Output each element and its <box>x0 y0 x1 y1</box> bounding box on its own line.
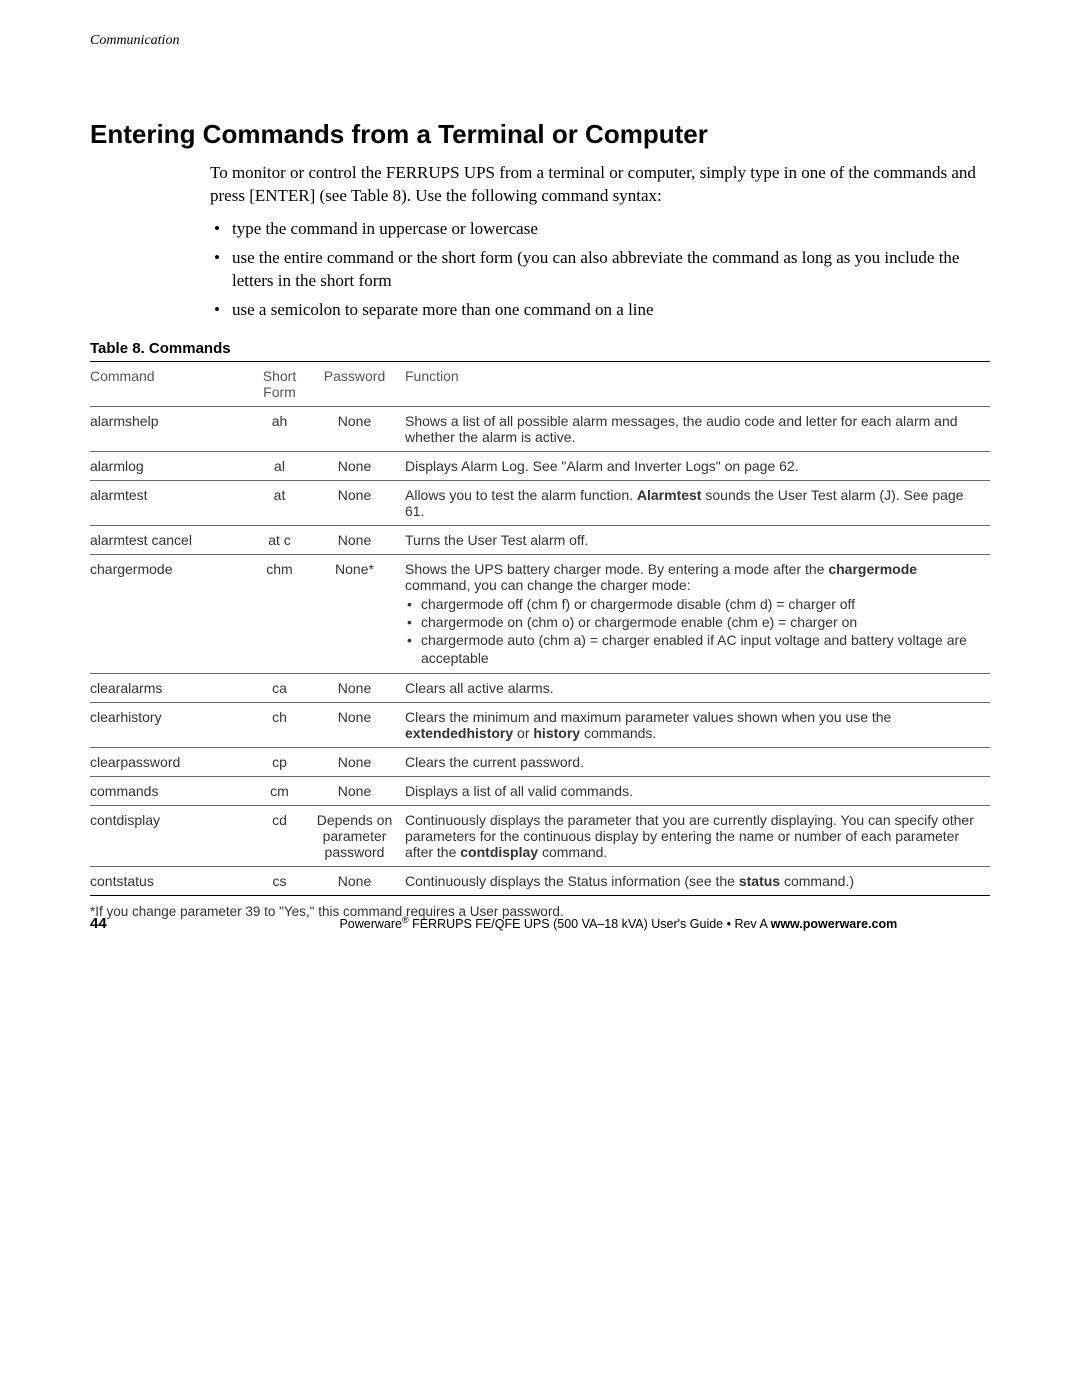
cell-short: at c <box>255 525 310 554</box>
cell-password: None <box>310 674 405 703</box>
cell-command: contdisplay <box>90 806 255 867</box>
cell-password: None <box>310 525 405 554</box>
section-title: Entering Commands from a Terminal or Com… <box>90 119 990 150</box>
intro-paragraph: To monitor or control the FERRUPS UPS fr… <box>210 162 990 208</box>
cell-command: alarmshelp <box>90 406 255 451</box>
cell-function: Displays a list of all valid commands. <box>405 777 990 806</box>
table-row: clearhistorychNoneClears the minimum and… <box>90 703 990 748</box>
cell-password: None <box>310 451 405 480</box>
cell-command: commands <box>90 777 255 806</box>
cell-short: ch <box>255 703 310 748</box>
cell-short: at <box>255 480 310 525</box>
cell-function: Shows a list of all possible alarm messa… <box>405 406 990 451</box>
cell-function: Clears all active alarms. <box>405 674 990 703</box>
cell-command: clearpassword <box>90 748 255 777</box>
footer-pre: Powerware <box>339 917 402 931</box>
table-header-row: Command Short Form Password Function <box>90 361 990 406</box>
cell-password: Depends on parameter password <box>310 806 405 867</box>
table-row: alarmshelpahNoneShows a list of all poss… <box>90 406 990 451</box>
col-command: Command <box>90 361 255 406</box>
col-function: Function <box>405 361 990 406</box>
cell-password: None <box>310 867 405 896</box>
cell-function: Allows you to test the alarm function. A… <box>405 480 990 525</box>
cell-function: Continuously displays the Status informa… <box>405 867 990 896</box>
table-row: clearalarmscaNoneClears all active alarm… <box>90 674 990 703</box>
table-row: contstatuscsNoneContinuously displays th… <box>90 867 990 896</box>
registered-symbol: ® <box>402 915 409 925</box>
table-row: alarmtestatNoneAllows you to test the al… <box>90 480 990 525</box>
commands-table: Command Short Form Password Function ala… <box>90 361 990 897</box>
cell-short: cm <box>255 777 310 806</box>
footer-mid: FERRUPS FE/QFE UPS (500 VA–18 kVA) User'… <box>409 917 771 931</box>
bullet-item: use a semicolon to separate more than on… <box>210 299 990 322</box>
cell-short: cd <box>255 806 310 867</box>
table-caption: Table 8. Commands <box>90 340 990 357</box>
cell-password: None <box>310 748 405 777</box>
cell-password: None <box>310 703 405 748</box>
function-subitem: chargermode on (chm o) or chargermode en… <box>405 613 984 631</box>
table-row: alarmlogalNoneDisplays Alarm Log. See "A… <box>90 451 990 480</box>
page-footer: 44 Powerware® FERRUPS FE/QFE UPS (500 VA… <box>90 915 990 932</box>
table-row: commandscmNoneDisplays a list of all val… <box>90 777 990 806</box>
page-number: 44 <box>90 915 107 932</box>
function-subitem: chargermode off (chm f) or chargermode d… <box>405 595 984 613</box>
cell-password: None* <box>310 554 405 674</box>
cell-command: chargermode <box>90 554 255 674</box>
bullet-item: use the entire command or the short form… <box>210 247 990 293</box>
cell-short: cs <box>255 867 310 896</box>
cell-password: None <box>310 406 405 451</box>
syntax-bullets: type the command in uppercase or lowerca… <box>210 218 990 322</box>
cell-command: clearalarms <box>90 674 255 703</box>
footer-url: www.powerware.com <box>771 917 898 931</box>
cell-function: Continuously displays the parameter that… <box>405 806 990 867</box>
cell-short: chm <box>255 554 310 674</box>
footer-text: Powerware® FERRUPS FE/QFE UPS (500 VA–18… <box>247 915 990 931</box>
cell-command: alarmtest <box>90 480 255 525</box>
col-password: Password <box>310 361 405 406</box>
page: Communication Entering Commands from a T… <box>0 0 1080 1397</box>
cell-function: Shows the UPS battery charger mode. By e… <box>405 554 990 674</box>
running-header: Communication <box>90 33 990 49</box>
cell-command: contstatus <box>90 867 255 896</box>
cell-function: Clears the current password. <box>405 748 990 777</box>
cell-function: Turns the User Test alarm off. <box>405 525 990 554</box>
cell-short: al <box>255 451 310 480</box>
cell-command: alarmtest cancel <box>90 525 255 554</box>
cell-function: Clears the minimum and maximum parameter… <box>405 703 990 748</box>
table-row: alarmtest cancelat cNoneTurns the User T… <box>90 525 990 554</box>
cell-short: ca <box>255 674 310 703</box>
bullet-item: type the command in uppercase or lowerca… <box>210 218 990 241</box>
cell-short: ah <box>255 406 310 451</box>
cell-command: clearhistory <box>90 703 255 748</box>
cell-password: None <box>310 777 405 806</box>
function-subitem: chargermode auto (chm a) = charger enabl… <box>405 631 984 667</box>
table-row: contdisplaycdDepends on parameter passwo… <box>90 806 990 867</box>
cell-command: alarmlog <box>90 451 255 480</box>
cell-function: Displays Alarm Log. See "Alarm and Inver… <box>405 451 990 480</box>
table-row: clearpasswordcpNoneClears the current pa… <box>90 748 990 777</box>
table-row: chargermodechmNone*Shows the UPS battery… <box>90 554 990 674</box>
function-sublist: chargermode off (chm f) or chargermode d… <box>405 595 984 668</box>
col-short: Short Form <box>255 361 310 406</box>
cell-short: cp <box>255 748 310 777</box>
cell-password: None <box>310 480 405 525</box>
